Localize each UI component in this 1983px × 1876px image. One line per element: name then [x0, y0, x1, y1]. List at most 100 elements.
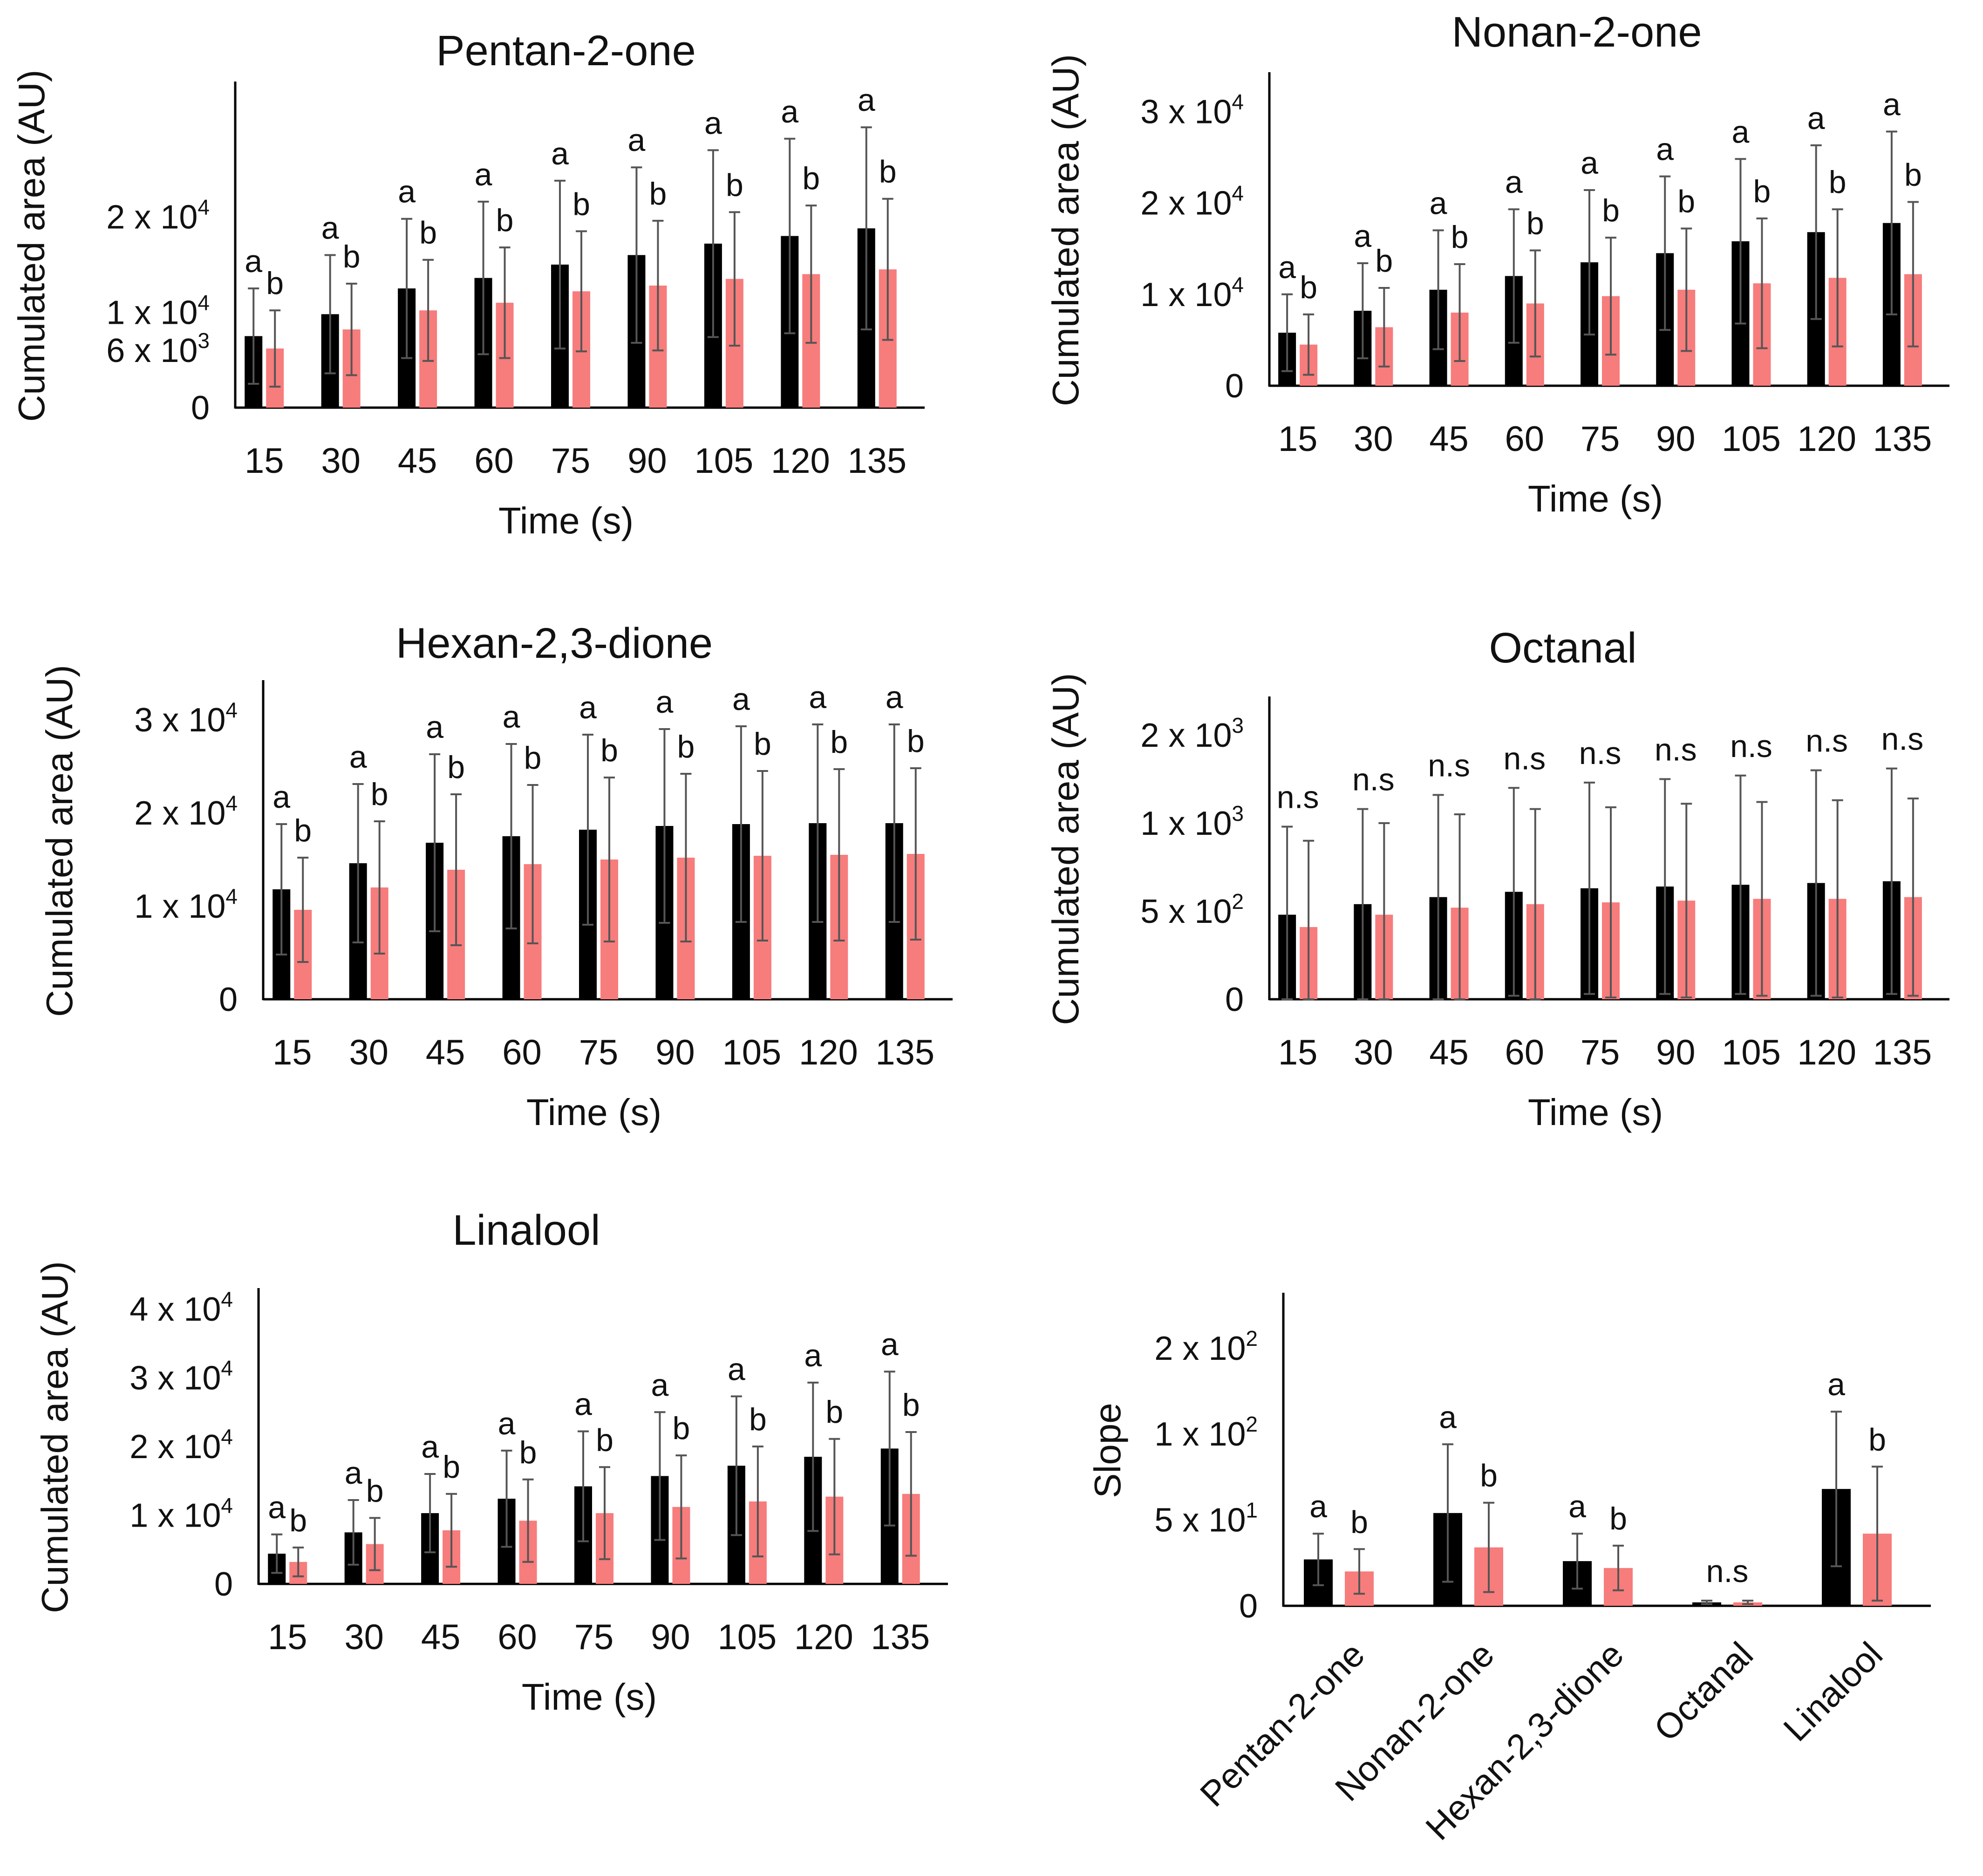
significance-label: b — [447, 750, 465, 785]
x-tick-label: 105 — [722, 1033, 781, 1072]
significance-label: a — [1807, 101, 1825, 136]
y-tick-label: 0 — [1225, 368, 1244, 405]
significance-label: a — [1827, 1367, 1845, 1402]
x-tick-label: 15 — [1278, 419, 1318, 459]
y-tick-label: 2 x 102 — [1154, 1326, 1258, 1367]
significance-label: a — [498, 1406, 516, 1441]
x-axis-label: Time (s) — [1528, 478, 1663, 519]
significance-label: a — [704, 105, 722, 141]
significance-label: a — [398, 174, 416, 210]
x-tick-label: 15 — [1278, 1033, 1318, 1072]
y-axis-label: Cumulated area (AU) — [11, 70, 52, 422]
significance-label: a — [1354, 218, 1371, 254]
x-tick-label: 45 — [1429, 419, 1469, 459]
significance-label: a — [1568, 1489, 1586, 1524]
x-tick-label: 75 — [579, 1033, 619, 1072]
x-tick-label: 120 — [771, 441, 830, 481]
significance-label: n.s — [1806, 723, 1848, 758]
x-tick-label: 60 — [1505, 1033, 1545, 1072]
x-tick-label: 60 — [474, 441, 514, 481]
significance-label: b — [825, 1394, 843, 1430]
x-tick-label: 45 — [421, 1617, 461, 1657]
significance-label: a — [1883, 87, 1901, 122]
x-axis-label: Time (s) — [498, 500, 634, 541]
x-tick-label: 60 — [502, 1033, 542, 1072]
chart-panel-3: Hexan-2,3-dione 0 1 x 104 2 x 104 3 x 104 Cum… — [39, 620, 953, 1133]
significance-label: b — [754, 726, 771, 762]
x-tick-label: 15 — [245, 441, 284, 481]
x-tick-label: 75 — [551, 441, 591, 481]
significance-label: b — [1300, 270, 1317, 305]
significance-label: a — [1309, 1489, 1327, 1524]
y-tick-label: 0 — [214, 1566, 233, 1603]
significance-label: b — [1868, 1422, 1886, 1457]
significance-label: a — [628, 123, 646, 158]
y-tick-label: 0 — [1225, 981, 1244, 1018]
significance-label: a — [1430, 185, 1447, 221]
y-tick-label: 2 x 104 — [129, 1425, 233, 1466]
y-tick-label: 5 x 101 — [1154, 1498, 1258, 1539]
x-tick-label: 120 — [1797, 419, 1856, 459]
y-tick-label: 1 x 104 — [1140, 273, 1244, 314]
y-axis-label: Cumulated area (AU) — [39, 665, 80, 1017]
significance-label: a — [475, 157, 492, 192]
significance-label: a — [804, 1338, 822, 1373]
x-tick-label: 45 — [426, 1033, 465, 1072]
y-axis-label: Cumulated area (AU) — [1045, 54, 1086, 406]
significance-label: a — [349, 739, 367, 775]
significance-label: b — [749, 1402, 767, 1437]
significance-label: a — [1732, 114, 1750, 150]
significance-label: b — [802, 161, 820, 196]
chart-title: Hexan-2,3-dione — [396, 620, 713, 667]
significance-label: n.s — [1706, 1554, 1749, 1589]
y-tick-label: 3 x 104 — [1140, 89, 1244, 130]
significance-label: n.s — [1277, 779, 1319, 815]
significance-label: a — [245, 244, 262, 279]
x-axis-label: Time (s) — [522, 1676, 657, 1718]
significance-label: a — [345, 1455, 362, 1491]
significance-label: b — [596, 1422, 613, 1458]
x-tick-label: 15 — [268, 1617, 307, 1657]
significance-label: n.s — [1655, 732, 1697, 767]
x-tick-label: 75 — [1581, 1033, 1620, 1072]
significance-label: a — [1278, 250, 1296, 285]
significance-label: a — [732, 682, 750, 717]
significance-label: b — [496, 203, 514, 238]
x-tick-label: 105 — [717, 1617, 777, 1657]
significance-label: n.s — [1730, 729, 1772, 764]
significance-label: a — [651, 1367, 669, 1403]
x-tick-label: 135 — [1873, 1033, 1932, 1072]
y-tick-label: 1 x 104 — [106, 290, 210, 331]
x-tick-label: 135 — [847, 441, 906, 481]
chart-title: Octanal — [1489, 624, 1636, 672]
x-tick-label: 60 — [497, 1617, 537, 1657]
chart-title: Pentan-2-one — [436, 27, 696, 75]
x-tick-label: 75 — [1581, 419, 1620, 459]
x-tick-label: 30 — [344, 1617, 384, 1657]
chart-title: Linalool — [452, 1207, 600, 1254]
significance-label: a — [886, 680, 903, 715]
significance-label: b — [343, 239, 361, 274]
significance-label: b — [879, 154, 897, 190]
significance-label: a — [1656, 132, 1674, 167]
x-tick-label: 90 — [1656, 1033, 1696, 1072]
x-axis-label: Time (s) — [526, 1091, 661, 1133]
x-tick-label: 90 — [1656, 419, 1696, 459]
significance-label: n.s — [1428, 748, 1470, 783]
y-tick-label: 0 — [191, 389, 210, 427]
significance-label: b — [371, 777, 388, 812]
significance-label: b — [726, 167, 743, 203]
x-tick-label: 30 — [1354, 1033, 1393, 1072]
x-tick-label: 120 — [794, 1617, 853, 1657]
y-tick-label: 2 x 103 — [1140, 713, 1244, 754]
x-tick-label: 120 — [1797, 1033, 1856, 1072]
x-tick-label: 45 — [1429, 1033, 1469, 1072]
x-tick-label: 105 — [1722, 1033, 1781, 1072]
x-tick-label: 90 — [627, 441, 667, 481]
y-tick-label: 1 x 104 — [129, 1494, 233, 1535]
significance-label: b — [907, 723, 925, 759]
chart-panel-4: Octanal 0 5 x 102 1 x 103 2 x 103 Cumulated a… — [1045, 624, 1949, 1133]
significance-label: n.s — [1579, 736, 1622, 771]
